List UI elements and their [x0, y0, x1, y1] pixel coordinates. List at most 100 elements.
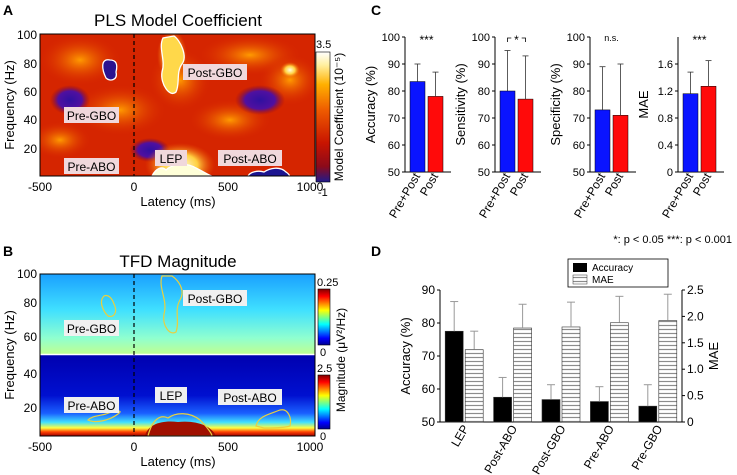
bar-mae-post-gbo — [561, 326, 581, 423]
colorbar-a — [315, 51, 331, 183]
region-label-pre-abo-a: Pre-ABO — [64, 158, 119, 174]
colorbar-b-top — [317, 288, 331, 346]
svg-text:Post-ABO: Post-ABO — [223, 152, 276, 166]
y-tick-label-right: 1.5 — [687, 336, 704, 350]
panel-letter-c: C — [371, 2, 381, 18]
y-tick-label: 90 — [573, 59, 585, 71]
legend-label-mae: MAE — [592, 275, 614, 286]
y-tick-label: 60 — [478, 140, 490, 152]
bar-post — [427, 96, 444, 173]
region-label-lep-b: LEP — [155, 387, 187, 403]
colorbar-b-bottom-min: 0 — [320, 431, 326, 443]
panel-b-title: TFD Magnitude — [119, 252, 236, 271]
x-tick-label: Pre-ABO — [581, 423, 617, 472]
panel-d-bar-chart: 50 60 70 80 90 0 0.5 1.0 1.5 2.0 2.5 Accuracy (%) MA… — [398, 258, 721, 475]
y-tick-label: 50 — [388, 167, 400, 179]
svg-text:0: 0 — [131, 180, 138, 194]
region-label-post-gbo-b: Post-GBO — [183, 290, 247, 306]
x-tick-label: Post — [690, 170, 714, 198]
bar-accuracy-post-abo — [493, 396, 512, 423]
region-label-lep-a: LEP — [155, 150, 187, 166]
bar-pre-plus-post — [409, 81, 426, 173]
colorbar-b-bottom-max: 2.5 — [317, 363, 332, 375]
bar-mae-pre-abo — [610, 322, 629, 423]
colorbar-a-min: -1 — [318, 187, 328, 199]
panel-letter-d: D — [371, 243, 381, 259]
y-tick-label-left: 50 — [422, 415, 436, 429]
y-axis-label: Specificity (%) — [548, 63, 563, 145]
y-tick-label: 80 — [573, 86, 585, 98]
y-tick-label: 100 — [567, 32, 585, 44]
svg-text:20: 20 — [24, 142, 38, 156]
legend-swatch-mae — [572, 274, 588, 285]
heatmap-b-plot — [40, 274, 315, 436]
panel-letter-a: A — [3, 2, 13, 18]
x-tick-label: Post-GBO — [529, 423, 568, 475]
legend-swatch-accuracy — [573, 263, 587, 272]
colorbar-b-bottom — [317, 374, 331, 430]
svg-text:Pre-GBO: Pre-GBO — [67, 109, 116, 123]
y-tick-label: 70 — [388, 113, 400, 125]
colorbar-b-top-min: 0 — [320, 347, 326, 359]
colorbar-a-label: Model Coefficient (10⁻⁵) — [332, 53, 346, 181]
svg-text:100: 100 — [17, 28, 37, 42]
colorbar-b-top-max: 0.25 — [317, 277, 338, 289]
y-axis-label: MAE — [636, 90, 651, 119]
region-label-post-abo-a: Post-ABO — [218, 150, 282, 166]
svg-text:20: 20 — [24, 401, 38, 415]
svg-text:-500: -500 — [28, 440, 52, 454]
svg-text:100: 100 — [17, 267, 37, 281]
svg-text:LEP: LEP — [160, 152, 183, 166]
heatmap-b-ylabel: Frequency (Hz) — [2, 310, 17, 400]
heatmap-b-y-axis: 100 80 60 40 20 — [17, 267, 37, 415]
x-tick-label: Post — [507, 170, 531, 198]
x-tick-label: Pre-GBO — [629, 423, 666, 473]
significance-label: *** — [692, 33, 706, 47]
x-tick-label: Pre+Post — [659, 170, 696, 221]
svg-text:Pre-ABO: Pre-ABO — [67, 399, 115, 413]
svg-text:40: 40 — [24, 367, 38, 381]
panel-a-title: PLS Model Coefficient — [94, 11, 262, 30]
heatmap-a-x-axis: -500 0 500 1000 — [28, 180, 324, 194]
svg-text:60: 60 — [24, 85, 38, 99]
y-tick-label: 80 — [478, 86, 490, 98]
region-label-pre-gbo-b: Pre-GBO — [64, 320, 119, 336]
y-tick-label: 100 — [382, 32, 400, 44]
y-tick-label: 60 — [388, 140, 400, 152]
y-tick-label-right: 0 — [687, 415, 694, 429]
svg-text:-500: -500 — [28, 180, 52, 194]
svg-text:1000: 1000 — [297, 180, 324, 194]
heatmap-b-x-axis: -500 0 500 1000 — [28, 440, 324, 454]
bar-post — [517, 98, 534, 173]
svg-text:80: 80 — [24, 296, 38, 310]
y-axis-label: Accuracy (%) — [363, 66, 378, 143]
y-tick-label-left: 90 — [422, 283, 436, 297]
x-tick-label: LEP — [448, 423, 471, 450]
svg-text:LEP: LEP — [160, 389, 183, 403]
y-tick-label: 100 — [472, 32, 490, 44]
colorbar-b-label: Magnitude (μV²/Hz) — [334, 308, 348, 412]
svg-text:1000: 1000 — [297, 440, 324, 454]
y-tick-label: 0 — [667, 167, 673, 179]
y-axis-label-left: Accuracy (%) — [398, 317, 413, 394]
y-tick-label: 1.6 — [658, 59, 673, 71]
y-tick-label: 50 — [478, 167, 490, 179]
bar-mae-pre-gbo — [658, 320, 678, 423]
bar-mae-post-abo — [513, 327, 532, 423]
y-tick-label: 50 — [573, 167, 585, 179]
y-tick-label-left: 70 — [422, 349, 436, 363]
y-tick-label-right: 0.5 — [687, 389, 704, 403]
svg-text:Post-GBO: Post-GBO — [188, 66, 243, 80]
y-axis-label-right: MAE — [706, 342, 721, 371]
region-label-post-abo-b: Post-ABO — [218, 389, 282, 405]
svg-text:500: 500 — [218, 180, 238, 194]
svg-text:80: 80 — [24, 57, 38, 71]
y-tick-label: 1.2 — [658, 86, 673, 98]
heatmap-a-y-axis: 100 80 60 40 20 — [17, 28, 37, 156]
svg-text:60: 60 — [24, 330, 38, 344]
bar-accuracy-pre-abo — [590, 401, 609, 423]
y-tick-label: 70 — [573, 113, 585, 125]
